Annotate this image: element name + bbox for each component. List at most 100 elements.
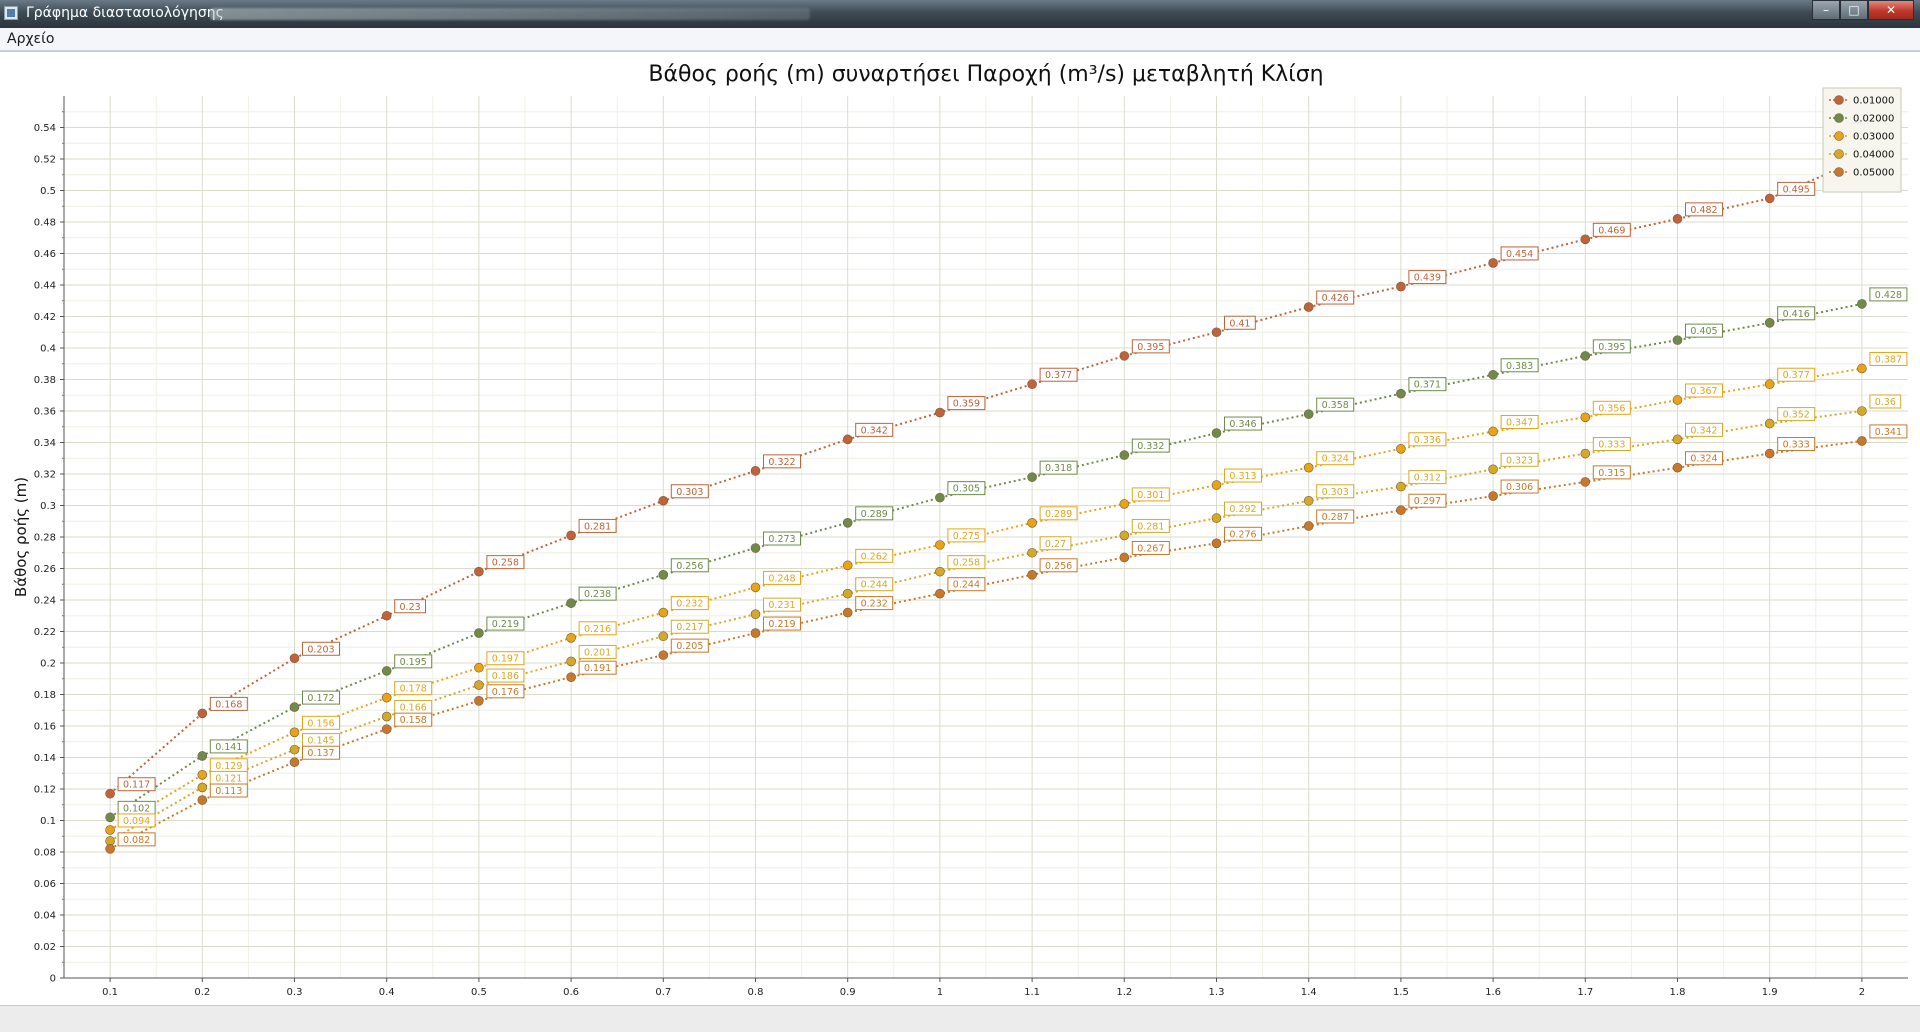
data-label-box (1224, 416, 1262, 431)
data-label: 0.287 (1322, 512, 1349, 523)
data-point (658, 495, 669, 506)
data-point (566, 530, 576, 541)
data-label: 0.256 (676, 561, 703, 572)
data-point (1027, 569, 1037, 580)
data-point (197, 751, 208, 761)
data-label-box (1039, 558, 1078, 573)
x-tick-label: 0.2 (194, 987, 210, 998)
data-label: 0.367 (1690, 386, 1717, 397)
data-label: 0.27 (1045, 539, 1066, 550)
data-label-box (763, 570, 801, 585)
minimize-button[interactable]: – (1812, 0, 1840, 20)
data-label: 0.232 (676, 599, 703, 610)
data-label: 0.495 (1783, 184, 1810, 195)
data-label-box (302, 641, 340, 656)
y-tick-label: 0.12 (34, 785, 56, 796)
data-label: 0.371 (1414, 380, 1441, 391)
data-point (935, 588, 945, 599)
data-point (1672, 214, 1683, 224)
data-label-box (1224, 468, 1262, 483)
data-point (842, 434, 853, 445)
data-label-box (1592, 400, 1631, 415)
y-tick-label: 0.18 (34, 690, 56, 701)
data-point (289, 744, 300, 755)
data-label-box (670, 638, 709, 653)
data-label-box (1500, 358, 1539, 373)
data-point (1764, 317, 1775, 328)
data-label-box (1039, 367, 1078, 382)
data-point (1580, 412, 1591, 423)
y-tick-label: 0.34 (34, 438, 56, 449)
data-point (1857, 406, 1867, 416)
data-point (1488, 491, 1498, 501)
data-label-box (1869, 424, 1908, 439)
data-point (1672, 395, 1683, 405)
data-point (1580, 477, 1591, 487)
data-point (1488, 258, 1498, 268)
data-label: 0.323 (1506, 455, 1533, 466)
data-point (105, 844, 115, 854)
data-label: 0.358 (1322, 400, 1349, 411)
data-label-box (1777, 437, 1816, 452)
data-label-box (947, 396, 986, 411)
data-point (1211, 327, 1222, 338)
series-line-0.05000 (109, 439, 1863, 850)
data-point (1027, 518, 1037, 528)
data-label: 0.428 (1875, 290, 1902, 301)
data-label: 0.273 (768, 534, 795, 545)
data-label: 0.172 (307, 693, 334, 704)
data-label: 0.275 (953, 531, 980, 542)
data-label: 0.416 (1783, 309, 1810, 320)
data-label-box (1408, 432, 1447, 447)
data-label-box (1224, 501, 1262, 516)
data-label: 0.322 (768, 457, 795, 468)
data-point (750, 582, 761, 593)
data-label: 0.267 (1137, 543, 1164, 554)
y-tick-label: 0.02 (34, 942, 56, 953)
data-label-box (1500, 452, 1539, 467)
legend-marker (1834, 149, 1844, 159)
data-label-box (1039, 536, 1072, 551)
menu-file[interactable]: Αρχείο (7, 31, 55, 47)
y-tick-label: 0.14 (34, 753, 56, 764)
legend-label: 0.04000 (1853, 150, 1894, 161)
data-point (474, 695, 484, 706)
data-label-box (1500, 414, 1539, 429)
data-label-box (1592, 437, 1631, 452)
x-tick-label: 1.8 (1670, 987, 1686, 998)
data-point (842, 518, 853, 528)
close-button[interactable]: ✕ (1868, 0, 1914, 20)
data-label: 0.377 (1783, 370, 1810, 381)
data-label: 0.312 (1414, 473, 1441, 484)
data-label: 0.238 (584, 589, 611, 600)
legend-marker (1834, 167, 1844, 177)
maximize-button[interactable]: □ (1840, 0, 1868, 20)
data-label: 0.137 (307, 748, 334, 759)
x-tick-label: 1.6 (1485, 987, 1501, 998)
x-tick-label: 1.3 (1209, 987, 1225, 998)
legend-label: 0.01000 (1853, 96, 1894, 107)
data-point (1488, 369, 1498, 380)
data-label-box (209, 739, 248, 754)
data-point (381, 692, 392, 703)
data-label-box (855, 548, 894, 563)
data-label: 0.195 (400, 657, 427, 668)
data-point (381, 711, 392, 722)
data-label-box (486, 651, 525, 666)
data-point (1580, 448, 1591, 459)
data-label-box (486, 668, 525, 683)
data-label-box (394, 681, 433, 696)
data-label-box (855, 577, 894, 592)
data-point (566, 656, 576, 667)
data-label-box (578, 660, 617, 675)
data-point (750, 466, 761, 476)
data-label: 0.297 (1414, 496, 1441, 507)
data-point (842, 560, 853, 571)
data-label-box (1408, 270, 1447, 285)
data-label-box (1039, 460, 1078, 475)
data-label: 0.306 (1506, 482, 1533, 493)
status-bar (0, 1006, 1920, 1032)
data-label: 0.281 (584, 521, 611, 532)
data-point (381, 666, 392, 676)
data-label-box (117, 832, 156, 847)
